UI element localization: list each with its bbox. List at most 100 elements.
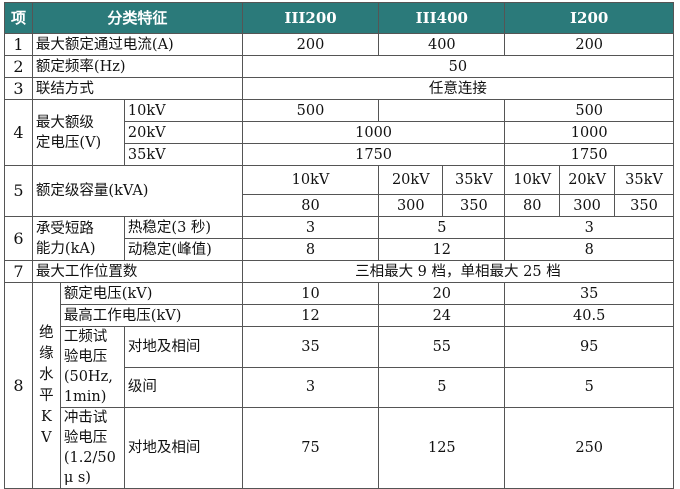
- row-number: 4: [4, 99, 33, 166]
- cell-value: 350: [613, 194, 675, 217]
- cell-value: 5: [378, 216, 506, 239]
- table-row: 最高工作电压(kV) 12 24 40.5: [5, 304, 674, 327]
- row-label-line: 工频试验电压: [63, 329, 108, 365]
- cell-value: 125: [378, 407, 506, 489]
- row-number: 5: [4, 165, 33, 217]
- cell-value: 3: [241, 366, 380, 408]
- table-row: 35kV 1750 1750: [5, 143, 674, 166]
- row-label: 工频试验电压 (50Hz, 1min): [59, 326, 125, 408]
- row-label: 额定频率(Hz): [31, 55, 243, 78]
- sub-header: 10kV: [241, 165, 380, 195]
- row-number: 8: [4, 282, 33, 489]
- cell-value: 95: [504, 326, 674, 368]
- cell-value: 1000: [241, 121, 506, 144]
- sub-label: 35kV: [123, 143, 243, 166]
- table-row: 5 额定级容量(kVA) 10kV 20kV 35kV 10kV 20kV 35…: [4, 165, 675, 217]
- table-row: 1 最大额定通过电流(A) 200 400 200: [4, 33, 674, 56]
- row-label-line: (1.2/50 μ s): [63, 450, 116, 486]
- sub-label: 级间: [123, 366, 243, 408]
- row-number: 7: [4, 260, 33, 283]
- sub-label: 动稳定(峰值): [123, 238, 243, 261]
- cell-value: 24: [378, 304, 506, 327]
- cell-value: 20: [378, 282, 506, 305]
- cell-value: 35: [504, 282, 674, 305]
- cell-value: 35: [241, 326, 380, 368]
- header-feature: 分类特征: [31, 2, 243, 34]
- cell-value: 300: [378, 194, 444, 217]
- row-label: 最大额级 定电压(V): [31, 99, 125, 166]
- spec-table-container: 项 分类特征 III200 III400 I200 1 最大额定通过电流(A) …: [4, 2, 676, 489]
- header-no: 项: [4, 2, 33, 34]
- vertical-label: 绝 缘 水 平 K V: [31, 282, 61, 489]
- cell-value: 3: [504, 216, 674, 239]
- cell-value: 55: [378, 326, 506, 368]
- header-row: 项 分类特征 III200 III400 I200: [4, 2, 674, 34]
- vertical-char: 水: [39, 366, 54, 383]
- header-iii200: III200: [241, 2, 380, 34]
- cell-value: 200: [504, 33, 674, 56]
- table-row: 3 联结方式 任意连接: [4, 77, 675, 100]
- sub-header: 35kV: [613, 165, 675, 195]
- row-label-line: 承受短路: [35, 220, 94, 237]
- row-label: 联结方式: [31, 77, 243, 100]
- row-number: 2: [4, 55, 33, 78]
- cell-value: 500: [241, 99, 380, 122]
- table-row: 4 最大额级 定电压(V) 10kV 500 500: [4, 99, 674, 166]
- table-row: 动稳定(峰值) 8 12 8: [5, 238, 674, 261]
- cell-value: 1750: [241, 143, 506, 166]
- sub-label: 10kV: [123, 99, 243, 122]
- cell-value: 5: [378, 366, 506, 408]
- cell-value: 1750: [504, 143, 674, 166]
- row-label: 承受短路 能力(kA): [31, 216, 125, 261]
- cell-value: 3: [241, 216, 380, 239]
- vertical-char: 绝: [39, 324, 54, 341]
- cell-value: 12: [378, 238, 506, 261]
- table-row: 2 额定频率(Hz) 50: [4, 55, 675, 78]
- vertical-char: K: [40, 408, 52, 425]
- cell-empty: [378, 99, 506, 122]
- cell-value: 75: [241, 407, 380, 489]
- row-label: 最大额定通过电流(A): [31, 33, 243, 56]
- row-number: 6: [4, 216, 33, 261]
- row-label: 额定级容量(kVA): [31, 165, 243, 217]
- row-label-line: (50Hz, 1min): [63, 369, 113, 405]
- vertical-char: 平: [39, 387, 54, 404]
- sub-header: 20kV: [559, 165, 615, 195]
- row-label-line: 冲击试验电压: [63, 410, 108, 446]
- cell-value: 8: [504, 238, 674, 261]
- cell-value: 40.5: [504, 304, 674, 327]
- table-row: 工频试验电压 (50Hz, 1min) 对地及相间 35 55 95: [5, 326, 674, 408]
- sub-header: 35kV: [442, 165, 506, 195]
- cell-value: 80: [241, 194, 380, 217]
- table-row: 8 绝 缘 水 平 K V 额定电压(kV) 10 20 35: [4, 282, 674, 489]
- cell-value: 5: [504, 366, 674, 408]
- row-label: 额定电压(kV): [59, 282, 243, 305]
- sub-label: 对地及相间: [123, 407, 243, 489]
- cell-value: 400: [378, 33, 506, 56]
- cell-value: 80: [504, 194, 561, 217]
- header-i200: I200: [504, 2, 674, 34]
- row-label-line: 定电压(V): [35, 134, 102, 151]
- row-label-line: 最大额级: [35, 114, 94, 131]
- cell-value: 三相最大 9 档，单相最大 25 档: [241, 260, 675, 283]
- row-label: 最高工作电压(kV): [59, 304, 243, 327]
- cell-value: 12: [241, 304, 380, 327]
- cell-value: 任意连接: [241, 77, 675, 100]
- cell-value: 300: [559, 194, 615, 217]
- sub-label: 20kV: [123, 121, 243, 144]
- cell-value: 200: [241, 33, 380, 56]
- row-label: 最大工作位置数: [31, 260, 243, 283]
- cell-value: 1000: [504, 121, 674, 144]
- cell-value: 8: [241, 238, 380, 261]
- row-label-line: 能力(kA): [35, 240, 96, 257]
- sub-header: 10kV: [504, 165, 561, 195]
- sub-header: 20kV: [378, 165, 444, 195]
- cell-value: 10: [241, 282, 380, 305]
- table-row: 7 最大工作位置数 三相最大 9 档，单相最大 25 档: [4, 260, 675, 283]
- sub-label: 对地及相间: [123, 326, 243, 368]
- sub-label: 热稳定(3 秒): [123, 216, 243, 239]
- cell-value: 250: [504, 407, 674, 489]
- cell-value: 350: [442, 194, 506, 217]
- cell-value: 500: [504, 99, 674, 122]
- header-iii400: III400: [378, 2, 506, 34]
